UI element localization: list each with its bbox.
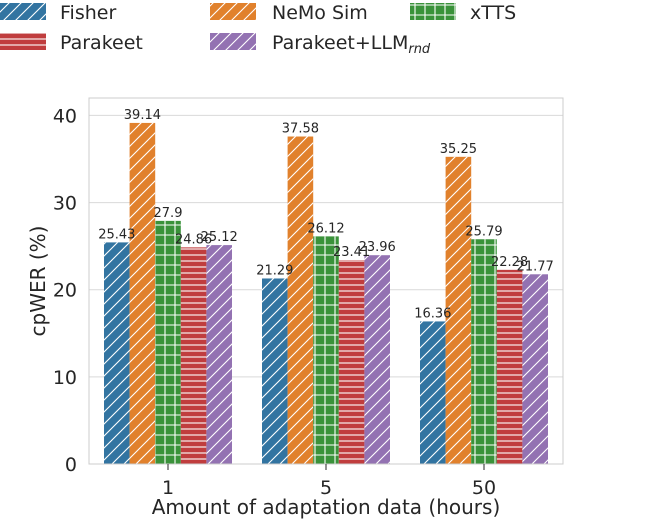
y-tick-label: 10: [53, 367, 77, 389]
legend-entry: Parakeet: [0, 32, 143, 54]
legend-label-subscript: rnd: [408, 42, 431, 57]
bar-hatch: [104, 242, 130, 464]
y-axis: 0 10 20 30 40: [53, 105, 77, 476]
legend-swatch-hatch: [0, 33, 46, 50]
legend-label: xTTS: [470, 2, 516, 24]
data-label: 39.14: [124, 108, 161, 123]
bar-hatch: [206, 245, 232, 464]
bar: [104, 242, 130, 464]
bar: [313, 236, 339, 464]
data-label: 25.12: [201, 230, 238, 245]
bar: [364, 255, 390, 464]
bar: [206, 245, 232, 464]
legend-swatch-hatch: [210, 33, 256, 50]
bar-hatch: [364, 255, 390, 464]
bar: [129, 122, 156, 465]
y-tick-label: 20: [53, 280, 77, 302]
bar-hatch: [522, 274, 548, 464]
x-tick-label: 50: [472, 477, 496, 499]
bar: [180, 247, 207, 464]
legend-entry: Parakeet+LLMrnd: [210, 32, 431, 57]
legend-swatch-hatch: [410, 3, 456, 20]
bar: [496, 269, 523, 464]
legend-label: Fisher: [60, 2, 116, 24]
data-label: 24.86: [175, 232, 212, 247]
bar: [338, 259, 365, 464]
x-tick-label: 1: [162, 477, 174, 499]
data-label: 35.25: [440, 142, 477, 157]
bar: [287, 136, 314, 464]
data-label: 37.58: [282, 122, 319, 137]
bar: [471, 239, 497, 464]
data-label: 21.29: [256, 263, 293, 278]
legend-label: NeMo Sim: [272, 2, 368, 24]
bar-hatch: [338, 259, 365, 464]
data-label: 23.96: [359, 240, 396, 255]
bar: [420, 321, 446, 464]
legend-label: Parakeet+LLMrnd: [272, 32, 431, 57]
legend-entry: Fisher: [0, 2, 116, 24]
bar-hatch: [496, 269, 523, 464]
bar-hatch: [155, 220, 181, 464]
x-axis: 1 5 50: [162, 464, 496, 499]
data-label: 22.28: [491, 255, 528, 270]
bars: [104, 122, 548, 465]
bar-hatch: [180, 247, 207, 464]
data-label: 27.9: [154, 206, 183, 221]
legend-swatch-hatch: [0, 3, 46, 20]
bar: [522, 274, 548, 464]
data-label: 21.77: [517, 259, 554, 274]
bar-hatch: [445, 156, 472, 465]
data-label: 25.43: [98, 227, 135, 242]
x-tick-label: 5: [320, 477, 332, 499]
x-axis-label: Amount of adaptation data (hours): [152, 495, 501, 519]
data-label: 23.41: [333, 245, 370, 260]
bar-hatch: [420, 321, 446, 464]
bar-hatch: [471, 239, 497, 464]
bar-hatch: [129, 122, 156, 465]
bar: [155, 220, 181, 464]
data-label: 26.12: [307, 221, 344, 236]
bar-hatch: [287, 136, 314, 464]
bar: [445, 156, 472, 465]
legend-swatch-hatch: [210, 3, 256, 20]
legend-entry: NeMo Sim: [210, 2, 368, 24]
bar-hatch: [262, 278, 288, 464]
legend-entry: xTTS: [410, 2, 516, 24]
bar: [262, 278, 288, 464]
legend: Fisher NeMo Sim xTTS Parakeet Parakeet+LLMrn…: [0, 2, 516, 57]
legend-label: Parakeet: [60, 32, 143, 54]
y-tick-label: 40: [53, 105, 77, 127]
data-label: 16.36: [414, 306, 451, 321]
y-tick-label: 30: [53, 193, 77, 215]
bar-hatch: [313, 236, 339, 464]
y-axis-label: cpWER (%): [26, 226, 50, 337]
data-label: 25.79: [465, 224, 502, 239]
y-tick-label: 0: [65, 454, 77, 476]
